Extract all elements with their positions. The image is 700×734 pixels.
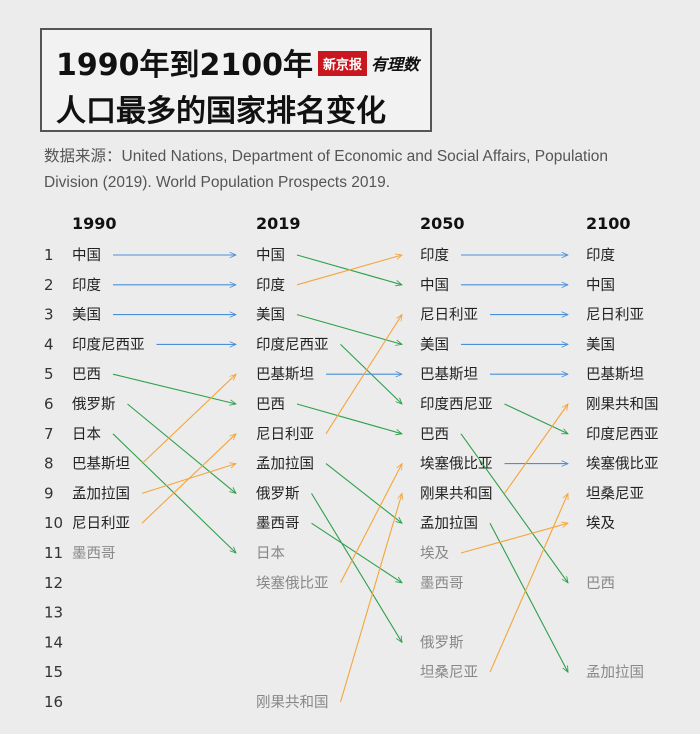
country-label-2050-rank-11: 埃及	[420, 545, 449, 562]
country-label-2019-rank-16: 刚果共和国	[256, 694, 329, 711]
rank-arrow-2019-10-to-2050-12	[311, 522, 403, 583]
rank-arrow-1990-5-to-2019-6	[112, 373, 236, 404]
country-label-2100-rank-2: 中国	[586, 277, 615, 294]
country-label-1990-rank-11: 墨西哥	[72, 546, 116, 562]
rank-arrow-2050-15-to-2100-9	[489, 493, 569, 673]
country-label-2100-rank-8: 埃塞俄比亚	[586, 455, 659, 473]
country-label-2050-rank-7: 巴西	[420, 427, 449, 443]
year-header-2050: 2050	[420, 214, 465, 233]
rank-arrow-2019-6-to-2050-7	[296, 403, 402, 434]
rank-label-4: 4	[44, 335, 54, 353]
rank-arrow-1990-6-to-2019-9	[127, 403, 237, 493]
rank-arrow-2050-6-to-2100-7	[504, 403, 569, 435]
country-label-2100-rank-15: 孟加拉国	[586, 664, 644, 681]
publisher-logo: 新京报 有理数	[318, 50, 419, 76]
rank-arrow-2050-10-to-2100-15	[489, 522, 569, 672]
country-label-1990-rank-8: 巴基斯坦	[72, 456, 130, 473]
country-label-2019-rank-11: 日本	[256, 545, 285, 562]
country-label-2050-rank-5: 巴基斯坦	[420, 366, 478, 383]
rank-label-2: 2	[44, 276, 54, 294]
country-label-2100-rank-5: 巴基斯坦	[586, 366, 644, 383]
country-label-1990-rank-10: 尼日利亚	[72, 515, 130, 532]
rank-arrow-1990-10-to-2019-7	[141, 434, 236, 524]
country-label-2050-rank-14: 俄罗斯	[420, 634, 464, 651]
country-label-2050-rank-2: 中国	[420, 277, 449, 294]
country-label-2019-rank-1: 中国	[256, 247, 285, 264]
year-header-2100: 2100	[586, 214, 631, 233]
country-label-2019-rank-3: 美国	[256, 307, 285, 324]
country-label-2019-rank-8: 孟加拉国	[256, 456, 314, 473]
country-label-2100-rank-1: 印度	[586, 247, 615, 264]
rank-label-1: 1	[44, 246, 54, 264]
rank-arrow-1990-8-to-2019-5	[141, 374, 236, 464]
rank-label-9: 9	[44, 484, 54, 502]
chart-title-line-1: 1990年到2100年	[56, 48, 313, 83]
country-label-2100-rank-4: 美国	[586, 336, 615, 353]
country-label-1990-rank-3: 美国	[72, 307, 101, 324]
rank-arrow-2050-11-to-2100-10	[460, 523, 568, 554]
country-label-1990-rank-5: 巴西	[72, 367, 101, 383]
rank-label-8: 8	[44, 455, 54, 473]
country-label-1990-rank-2: 印度	[72, 277, 101, 294]
country-label-2100-rank-3: 尼日利亚	[586, 307, 644, 324]
title-box: 1990年到2100年 新京报 有理数 人口最多的国家排名变化	[40, 28, 432, 132]
year-header-1990: 1990	[72, 214, 117, 233]
rank-label-12: 12	[44, 574, 63, 592]
country-label-2050-rank-15: 坦桑尼亚	[420, 664, 478, 681]
country-label-1990-rank-7: 日本	[72, 426, 101, 443]
rank-arrow-2019-8-to-2050-10	[325, 463, 402, 524]
country-label-1990-rank-4: 印度尼西亚	[72, 336, 145, 353]
country-label-2100-rank-7: 印度尼西亚	[586, 426, 659, 443]
country-label-1990-rank-9: 孟加拉国	[72, 485, 130, 502]
rank-arrow-2019-2-to-2050-1	[296, 255, 402, 286]
rank-label-15: 15	[44, 663, 63, 681]
rank-arrow-2050-9-to-2100-6	[504, 404, 569, 494]
country-label-1990-rank-6: 俄罗斯	[72, 396, 116, 413]
country-label-2100-rank-12: 巴西	[586, 576, 615, 592]
country-label-2019-rank-9: 俄罗斯	[256, 485, 300, 502]
rank-label-7: 7	[44, 425, 54, 443]
country-label-2019-rank-4: 印度尼西亚	[256, 336, 329, 353]
rank-arrow-2050-7-to-2100-12	[460, 433, 568, 583]
country-label-1990-rank-1: 中国	[72, 247, 101, 264]
country-label-2019-rank-7: 尼日利亚	[256, 426, 314, 443]
country-label-2019-rank-12: 埃塞俄比亚	[256, 574, 329, 592]
logo-xinjingbao: 新京报	[318, 50, 368, 76]
rank-label-6: 6	[44, 395, 54, 413]
country-label-2019-rank-5: 巴基斯坦	[256, 366, 314, 383]
country-label-2050-rank-8: 埃塞俄比亚	[420, 455, 493, 473]
year-header-2019: 2019	[256, 214, 301, 233]
country-label-2100-rank-6: 刚果共和国	[586, 396, 659, 413]
rank-arrow-2019-12-to-2050-8	[340, 464, 403, 584]
country-label-2019-rank-10: 墨西哥	[256, 516, 300, 532]
country-label-2050-rank-4: 美国	[420, 336, 449, 353]
country-label-2050-rank-3: 尼日利亚	[420, 307, 478, 324]
rank-label-14: 14	[44, 633, 63, 651]
rank-arrow-2019-3-to-2050-4	[296, 314, 402, 345]
country-label-2050-rank-12: 墨西哥	[420, 576, 464, 592]
country-label-2050-rank-6: 印度西尼亚	[420, 396, 493, 413]
country-label-2050-rank-9: 刚果共和国	[420, 485, 493, 502]
country-label-2050-rank-10: 孟加拉国	[420, 515, 478, 532]
rank-label-13: 13	[44, 604, 63, 622]
data-source-note: 数据来源：United Nations, Department of Econo…	[44, 148, 609, 191]
country-label-2019-rank-2: 印度	[256, 277, 285, 294]
country-label-2019-rank-6: 巴西	[256, 397, 285, 413]
rank-label-16: 16	[44, 693, 63, 711]
chart-title-line-2: 人口最多的国家排名变化	[56, 94, 386, 129]
rank-arrow-2019-7-to-2050-3	[325, 315, 402, 435]
rank-arrow-1990-7-to-2019-11	[112, 433, 236, 553]
country-label-2050-rank-1: 印度	[420, 247, 449, 264]
rank-arrow-2019-16-to-2050-9	[339, 493, 403, 703]
rank-arrow-2019-9-to-2050-14	[311, 493, 403, 642]
country-label-2100-rank-9: 坦桑尼亚	[586, 485, 644, 502]
rank-label-3: 3	[44, 306, 54, 324]
rank-label-11: 11	[44, 544, 63, 562]
logo-youlishu: 有理数	[371, 55, 420, 74]
country-label-2100-rank-10: 埃及	[586, 515, 615, 532]
rank-label-5: 5	[44, 365, 54, 383]
rank-label-10: 10	[44, 514, 63, 532]
